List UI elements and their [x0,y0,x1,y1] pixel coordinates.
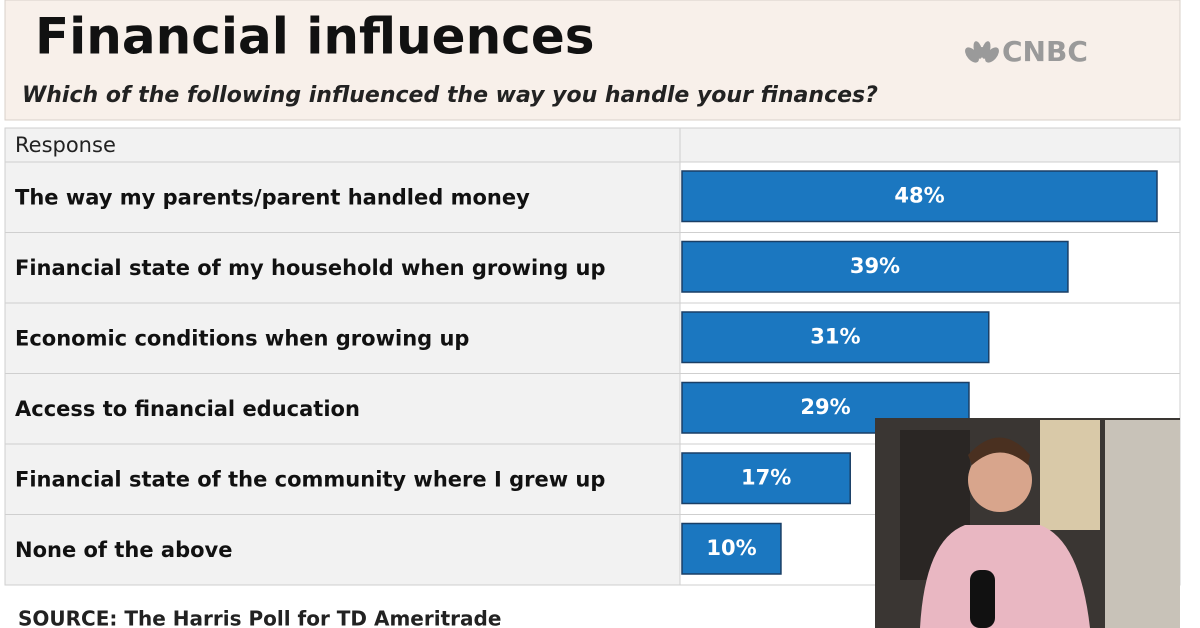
bar [681,170,1158,223]
webcam-overlay [875,418,1180,628]
logo-text: CNBC [1002,35,1088,68]
value-label: 17% [741,465,791,489]
bar [681,522,782,575]
bar [681,240,1069,293]
bar [681,452,851,505]
label-cell [4,373,681,445]
title: Financial influences [35,8,595,66]
value-label: 39% [850,254,900,278]
category-label: Economic conditions when growing up [15,326,469,350]
category-label: Financial state of the community where I… [15,467,605,491]
header-box [4,0,1181,121]
value-label: 29% [800,395,850,419]
category-label: Financial state of my household when gro… [15,256,606,280]
category-label: Access to financial education [15,397,360,421]
label-cell [4,302,681,374]
label-cell [4,161,681,233]
subtitle: Which of the following influenced the wa… [22,83,878,108]
value-label: 48% [894,183,944,207]
header-cell [679,127,1181,163]
column-header: Response [15,133,116,157]
value-label: 31% [810,324,860,348]
category-label: None of the above [15,538,233,562]
source: SOURCE: The Harris Poll for TD Ameritrad… [18,607,501,628]
label-cell [4,232,681,304]
header-cell [4,127,681,163]
logo-icon [965,41,999,63]
label-cell [4,514,681,586]
value-label: 10% [706,536,756,560]
bar [681,311,990,364]
category-label: The way my parents/parent handled money [15,185,530,209]
